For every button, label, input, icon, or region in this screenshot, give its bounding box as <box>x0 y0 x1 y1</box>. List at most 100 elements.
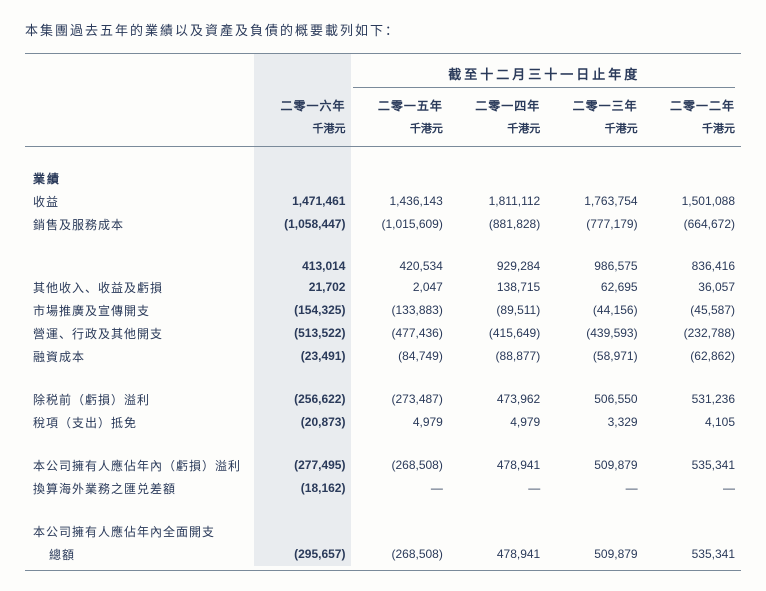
cell: (154,325) <box>254 299 351 322</box>
cell: (273,487) <box>351 388 448 411</box>
label-cost: 銷售及服務成本 <box>25 213 254 236</box>
row-total-line1: 本公司擁有人應佔年內全面開支 <box>25 520 741 543</box>
label-fx: 換算海外業務之匯兑差額 <box>25 477 254 500</box>
cell: 4,979 <box>449 411 546 434</box>
cell: 21,702 <box>254 276 351 299</box>
label-finance: 融資成本 <box>25 345 254 368</box>
row-pbt: 除税前（虧損）溢利 (256,622) (273,487) 473,962 50… <box>25 388 741 411</box>
cell: (415,649) <box>449 322 546 345</box>
cell: 478,941 <box>449 543 546 566</box>
financial-table: 截至十二月三十一日止年度 二零一六年 二零一五年 二零一四年 二零一三年 二零一… <box>25 53 741 571</box>
label-pbt: 除税前（虧損）溢利 <box>25 388 254 411</box>
cell: 535,341 <box>644 543 741 566</box>
cell: (1,058,447) <box>254 213 351 236</box>
row-fx: 換算海外業務之匯兑差額 (18,162) — — — — <box>25 477 741 500</box>
cell: 1,501,088 <box>644 190 741 213</box>
section-results: 業績 <box>25 167 741 190</box>
cell: 509,879 <box>546 454 643 477</box>
label-marketing: 市場推廣及宣傳開支 <box>25 299 254 322</box>
row-tax: 稅項（支出）抵免 (20,873) 4,979 4,979 3,329 4,10… <box>25 411 741 434</box>
cell: (44,156) <box>546 299 643 322</box>
cell: 4,979 <box>351 411 448 434</box>
header-years-row: 二零一六年 二零一五年 二零一四年 二零一三年 二零一二年 <box>25 94 741 117</box>
cell: 413,014 <box>254 256 351 276</box>
cell: (88,877) <box>449 345 546 368</box>
cell: 36,057 <box>644 276 741 299</box>
cell: 1,811,112 <box>449 190 546 213</box>
unit-col-0: 千港元 <box>254 117 351 147</box>
year-col-4: 二零一二年 <box>644 94 741 117</box>
cell: 3,329 <box>546 411 643 434</box>
cell: (1,015,609) <box>351 213 448 236</box>
cell: 531,236 <box>644 388 741 411</box>
cell: (232,788) <box>644 322 741 345</box>
cell: 2,047 <box>351 276 448 299</box>
cell: 420,534 <box>351 256 448 276</box>
label-tax: 稅項（支出）抵免 <box>25 411 254 434</box>
cell: 4,105 <box>644 411 741 434</box>
cell: (45,587) <box>644 299 741 322</box>
cell: 478,941 <box>449 454 546 477</box>
cell: 1,436,143 <box>351 190 448 213</box>
cell: 535,341 <box>644 454 741 477</box>
cell: (256,622) <box>254 388 351 411</box>
cell: — <box>644 477 741 500</box>
label-total1: 本公司擁有人應佔年內全面開支 <box>25 520 254 543</box>
cell: (268,508) <box>351 543 448 566</box>
row-marketing: 市場推廣及宣傳開支 (154,325) (133,883) (89,511) (… <box>25 299 741 322</box>
header-group-row: 截至十二月三十一日止年度 <box>25 54 741 94</box>
cell: 509,879 <box>546 543 643 566</box>
cell: (89,511) <box>449 299 546 322</box>
label-revenue: 收益 <box>25 190 254 213</box>
label-results: 業績 <box>25 167 254 190</box>
year-col-2: 二零一四年 <box>449 94 546 117</box>
label-attributable: 本公司擁有人應佔年內（虧損）溢利 <box>25 454 254 477</box>
cell: (18,162) <box>254 477 351 500</box>
row-cost-of-sales: 銷售及服務成本 (1,058,447) (1,015,609) (881,828… <box>25 213 741 236</box>
row-gross: 413,014 420,534 929,284 986,575 836,416 <box>25 256 741 276</box>
intro-text: 本集團過去五年的業績以及資產及負債的概要載列如下： <box>25 20 741 39</box>
cell: (84,749) <box>351 345 448 368</box>
row-other-income: 其他收入、收益及虧損 21,702 2,047 138,715 62,695 3… <box>25 276 741 299</box>
cell: (133,883) <box>351 299 448 322</box>
cell: 1,471,461 <box>254 190 351 213</box>
label-other-income: 其他收入、收益及虧損 <box>25 276 254 299</box>
cell: (295,657) <box>254 543 351 566</box>
cell: (20,873) <box>254 411 351 434</box>
cell: (23,491) <box>254 345 351 368</box>
cell: 836,416 <box>644 256 741 276</box>
unit-col-1: 千港元 <box>351 117 448 147</box>
label-admin: 營運、行政及其他開支 <box>25 322 254 345</box>
row-attributable: 本公司擁有人應佔年內（虧損）溢利 (277,495) (268,508) 478… <box>25 454 741 477</box>
cell: 62,695 <box>546 276 643 299</box>
cell: (268,508) <box>351 454 448 477</box>
cell: (477,436) <box>351 322 448 345</box>
year-col-1: 二零一五年 <box>351 94 448 117</box>
cell: 506,550 <box>546 388 643 411</box>
unit-col-2: 千港元 <box>449 117 546 147</box>
cell: 986,575 <box>546 256 643 276</box>
label-total2: 總額 <box>25 543 254 566</box>
unit-col-4: 千港元 <box>644 117 741 147</box>
cell: (777,179) <box>546 213 643 236</box>
row-revenue: 收益 1,471,461 1,436,143 1,811,112 1,763,7… <box>25 190 741 213</box>
row-finance: 融資成本 (23,491) (84,749) (88,877) (58,971)… <box>25 345 741 368</box>
cell: 138,715 <box>449 276 546 299</box>
cell: (881,828) <box>449 213 546 236</box>
year-col-3: 二零一三年 <box>546 94 643 117</box>
cell: — <box>449 477 546 500</box>
group-title: 截至十二月三十一日止年度 <box>353 64 735 88</box>
cell: 929,284 <box>449 256 546 276</box>
cell: — <box>351 477 448 500</box>
cell: (664,672) <box>644 213 741 236</box>
cell: (277,495) <box>254 454 351 477</box>
cell: 1,763,754 <box>546 190 643 213</box>
year-col-0: 二零一六年 <box>254 94 351 117</box>
cell: — <box>546 477 643 500</box>
unit-col-3: 千港元 <box>546 117 643 147</box>
cell: (439,593) <box>546 322 643 345</box>
row-total-line2: 總額 (295,657) (268,508) 478,941 509,879 5… <box>25 543 741 566</box>
cell: (58,971) <box>546 345 643 368</box>
row-admin: 營運、行政及其他開支 (513,522) (477,436) (415,649)… <box>25 322 741 345</box>
cell: (62,862) <box>644 345 741 368</box>
